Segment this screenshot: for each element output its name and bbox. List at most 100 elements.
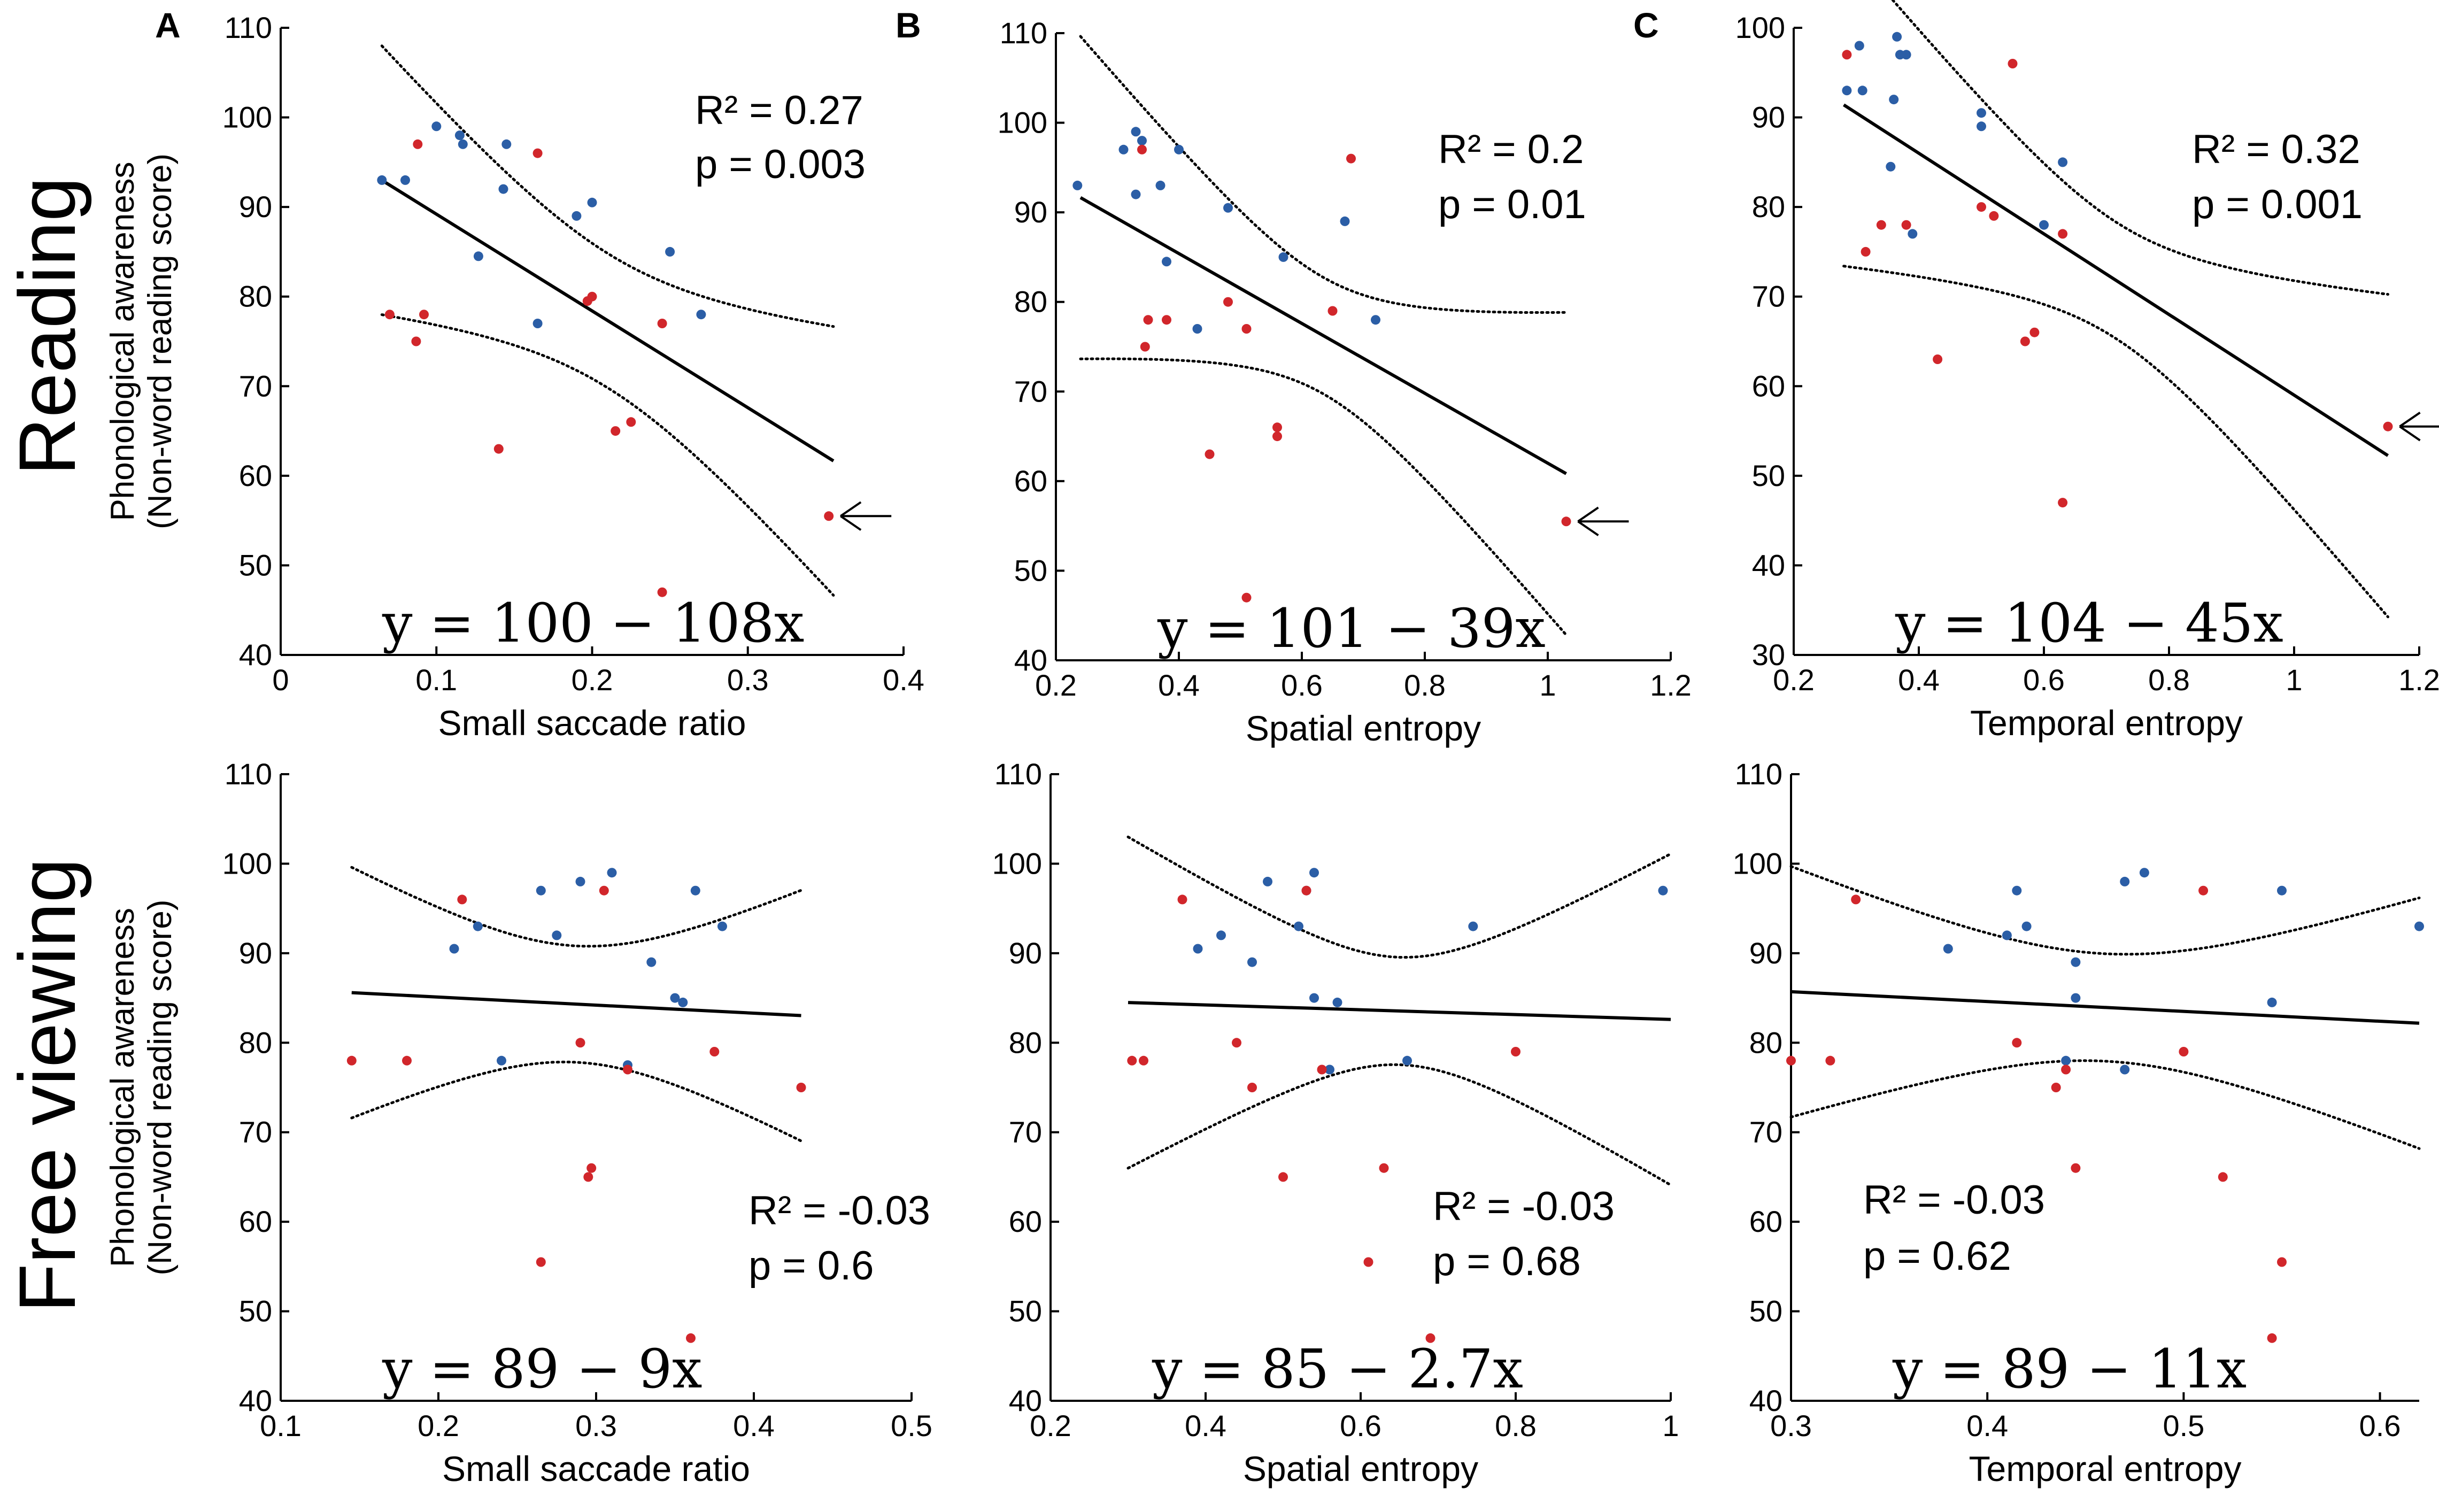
data-point-typical	[1072, 180, 1083, 190]
y-tick-label: 110	[225, 11, 272, 44]
chart-panel-1: 0 0.1 0.2 0.3 0.4 40 50 60 70 80 90 100 110 Small sac…	[104, 5, 924, 743]
data-point-dyslexic	[1786, 1055, 1796, 1066]
data-point-typical	[501, 139, 512, 149]
data-point-dyslexic	[2051, 1083, 2061, 1092]
data-point-dyslexic	[796, 1083, 806, 1092]
y-tick-label: 110	[994, 757, 1042, 791]
x-tick-label: 0.8	[1495, 1409, 1537, 1442]
data-point-dyslexic	[586, 1163, 597, 1173]
x-tick-label: 0.4	[1966, 1409, 2008, 1442]
x-tick-label: 0.4	[1158, 668, 1200, 702]
data-point-dyslexic	[1379, 1163, 1389, 1173]
x-axis-label: Temporal entropy	[1970, 703, 2243, 743]
y-axis-label-line2: (Non-word reading score)	[142, 900, 179, 1276]
data-point-typical	[717, 921, 727, 931]
data-point-typical	[1340, 216, 1350, 226]
x-tick-label: 0	[272, 663, 289, 697]
data-point-dyslexic	[2218, 1172, 2228, 1182]
y-tick-label: 50	[1749, 1294, 1782, 1328]
y-tick-label: 50	[1752, 459, 1785, 492]
data-point-dyslexic	[2012, 1038, 2022, 1048]
x-tick-label: 0.1	[260, 1409, 302, 1442]
ci-upper-curve	[350, 866, 802, 948]
regression-line	[1790, 990, 2420, 1025]
data-point-typical	[1162, 257, 1171, 267]
y-tick-label: 80	[1009, 1025, 1042, 1059]
data-point-typical	[498, 184, 508, 194]
data-point-dyslexic	[346, 1055, 357, 1066]
y-tick-label: 90	[1009, 936, 1042, 970]
data-point-typical	[1294, 921, 1303, 931]
data-point-typical	[2414, 921, 2424, 931]
data-point-typical	[670, 993, 680, 1003]
data-point-typical	[1854, 41, 1864, 51]
data-point-typical	[1658, 885, 1668, 896]
ci-lower-curve	[1079, 357, 1568, 637]
data-point-typical	[1263, 876, 1272, 886]
data-point-typical	[1155, 180, 1166, 190]
y-tick-label: 80	[1014, 285, 1047, 319]
y-tick-label: 80	[1749, 1025, 1782, 1059]
y-tick-label: 90	[239, 936, 272, 970]
data-point-dyslexic	[2179, 1047, 2189, 1056]
data-point-dyslexic	[1278, 1172, 1288, 1182]
x-axis-label: Temporal entropy	[1969, 1449, 2242, 1488]
data-point-dyslexic	[1272, 422, 1282, 433]
data-point-dyslexic	[686, 1333, 696, 1343]
y-tick-label: 80	[239, 1025, 272, 1059]
data-point-dyslexic	[493, 444, 504, 454]
data-point-dyslexic	[824, 511, 834, 521]
ci-upper-curve	[1789, 865, 2421, 956]
data-point-typical	[1309, 868, 1319, 878]
data-point-dyslexic	[587, 291, 597, 302]
y-tick-label: 60	[1014, 464, 1047, 498]
data-point-dyslexic	[1842, 50, 1852, 60]
data-point-dyslexic	[419, 310, 429, 320]
data-point-typical	[536, 885, 546, 896]
data-point-dyslexic	[611, 426, 621, 436]
data-point-dyslexic	[1933, 354, 1943, 364]
data-point-dyslexic	[599, 885, 609, 896]
x-tick-label: 0.6	[2023, 663, 2065, 697]
chart-panel-4: 0.1 0.2 0.3 0.4 0.5 40 50 60 70 80 90 100 110 Small s…	[104, 757, 932, 1488]
data-point-dyslexic	[583, 1172, 593, 1182]
data-point-dyslexic	[1223, 297, 1233, 307]
data-point-typical	[400, 175, 410, 185]
data-point-dyslexic	[709, 1047, 720, 1056]
data-point-dyslexic	[1140, 342, 1150, 352]
data-point-typical	[678, 997, 688, 1007]
data-point-typical	[458, 139, 468, 149]
stat-r-squared: R² = -0.03	[1863, 1177, 2045, 1223]
y-tick-label: 60	[1009, 1205, 1042, 1238]
data-point-typical	[377, 175, 387, 185]
data-point-typical	[497, 1055, 506, 1066]
data-point-typical	[1131, 127, 1141, 137]
y-tick-label: 90	[1749, 936, 1782, 970]
data-point-typical	[1325, 1064, 1334, 1075]
y-tick-label: 40	[1752, 548, 1785, 582]
data-point-dyslexic	[1989, 211, 1999, 221]
data-point-typical	[1118, 144, 1129, 155]
data-point-typical	[2139, 868, 2149, 878]
data-point-dyslexic	[457, 894, 467, 905]
data-point-typical	[1901, 50, 1911, 60]
data-point-typical	[552, 930, 562, 940]
data-point-dyslexic	[1876, 220, 1886, 230]
y-tick-label: 100	[992, 846, 1042, 880]
y-tick-label: 40	[1009, 1384, 1042, 1417]
data-point-dyslexic	[1127, 1055, 1137, 1066]
x-axis-label: Spatial entropy	[1246, 708, 1481, 748]
data-point-typical	[1192, 324, 1202, 334]
data-point-typical	[2012, 885, 2022, 896]
data-point-dyslexic	[657, 319, 667, 328]
y-tick-label: 70	[1014, 374, 1047, 408]
data-point-typical	[1908, 229, 1918, 239]
panel-letter: C	[1633, 5, 1659, 45]
data-point-dyslexic	[1301, 885, 1311, 896]
y-tick-label: 50	[1014, 553, 1047, 587]
data-point-dyslexic	[575, 1038, 585, 1048]
data-point-dyslexic	[1851, 894, 1861, 905]
data-point-dyslexic	[2008, 59, 2018, 68]
data-point-dyslexic	[1137, 144, 1147, 155]
data-point-typical	[473, 251, 483, 261]
